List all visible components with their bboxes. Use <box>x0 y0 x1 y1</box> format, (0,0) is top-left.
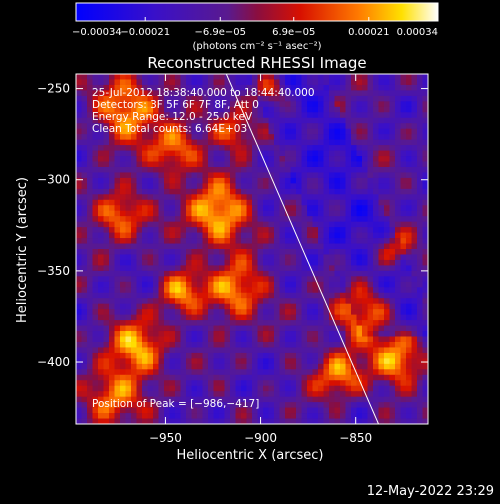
y-tick-label: −350 <box>37 264 70 278</box>
chart-title: Reconstructed RHESSI Image <box>147 54 366 72</box>
colorbar-unit-label: (photons cm⁻² s⁻¹ asec⁻²) <box>192 41 321 52</box>
y-axis-title: Heliocentric Y (arcsec) <box>15 177 30 323</box>
solar-limb-line <box>225 74 379 424</box>
colorbar <box>75 2 439 22</box>
annotation-time-range: 25-Jul-2012 18:38:40.000 to 18:44:40.000 <box>92 87 315 99</box>
y-tick-label: −300 <box>37 173 70 187</box>
y-tick-label: −250 <box>37 82 70 96</box>
colorbar-tick-label: −0.00021 <box>120 27 170 38</box>
heatmap <box>76 74 428 424</box>
annotation-peak-position: Position of Peak = [−986,−417] <box>92 398 259 410</box>
colorbar-tick-label: −0.00034 <box>72 27 122 38</box>
x-tick-label: −950 <box>149 431 182 445</box>
annotation-total-counts: Clean Total counts: 6.64E+03 <box>92 123 247 135</box>
x-tick-label: −850 <box>339 431 372 445</box>
annotation-detectors: Detectors: 3F 5F 6F 7F 8F, Att 0 <box>92 99 259 111</box>
plot-frame <box>75 73 429 425</box>
x-tick-label: −900 <box>244 431 277 445</box>
axis-ticks: −950 −900 −850 −250 −300 −350 −400 <box>37 74 428 445</box>
colorbar-ticks: −0.00034−0.00021 −6.9e−05 6.9e−05 0.00021 0.… <box>72 17 439 38</box>
footer-timestamp: 12-May-2022 23:29 <box>367 484 494 499</box>
colorbar-tick-label: 6.9e−05 <box>272 27 315 38</box>
annotation-energy-range: Energy Range: 12.0 - 25.0 keV <box>92 111 253 123</box>
colorbar-tick-label: 0.00021 <box>348 27 389 38</box>
colorbar-tick-label: −6.9e−05 <box>194 27 246 38</box>
y-tick-label: −400 <box>37 355 70 369</box>
colorbar-tick-label: 0.00034 <box>397 27 438 38</box>
x-axis-title: Heliocentric X (arcsec) <box>177 448 324 463</box>
